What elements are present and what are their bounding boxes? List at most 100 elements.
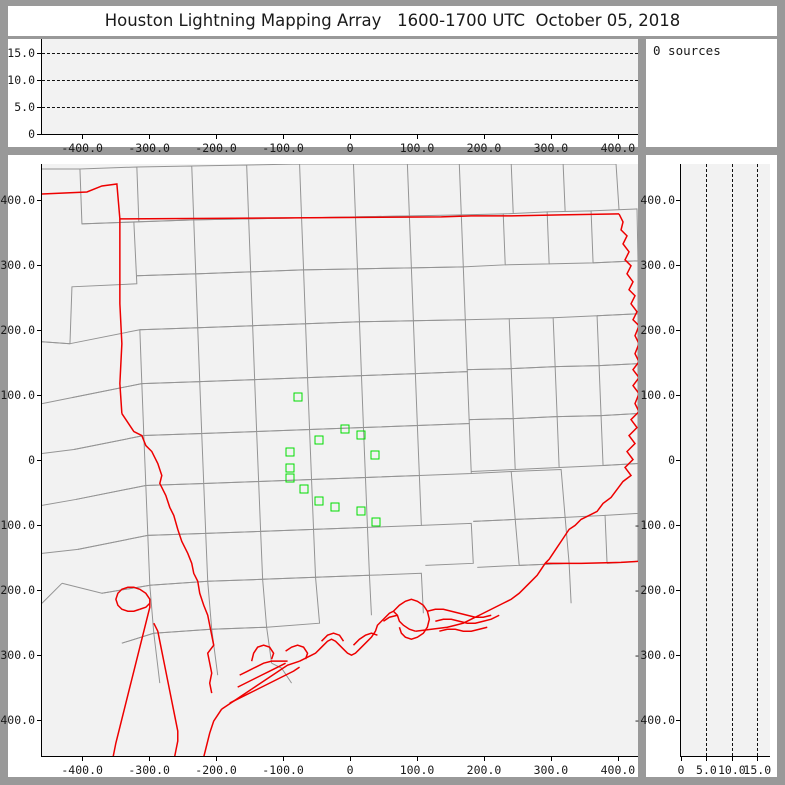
- ytick-label-300: 300.0: [0, 257, 35, 272]
- xtick-m100: [283, 134, 285, 139]
- rxtick-10: [731, 756, 733, 761]
- rxtick-0: [681, 756, 682, 761]
- rytick-label-zero: 0: [668, 453, 675, 467]
- ytick-label-15: 15.0: [7, 45, 35, 60]
- map-xtick-m100: [283, 756, 285, 761]
- rxtick-label-10: 10.0: [717, 763, 746, 777]
- lma-station-marker: [356, 506, 366, 516]
- map-xtick-label-m100: -100.0: [262, 763, 304, 777]
- ytick-100: [37, 394, 42, 396]
- lma-station-marker: [340, 424, 350, 434]
- rxtick-label-5: 5.0: [696, 763, 717, 777]
- lma-station-marker: [285, 473, 295, 483]
- source-count-panel: 0 sources: [646, 39, 777, 147]
- map-xtick-label-400: 400.0: [600, 763, 636, 777]
- ytick-label-m400: -400.0: [0, 713, 35, 728]
- ytick-label-0: 0: [28, 127, 35, 141]
- ytick-m200: [37, 590, 42, 592]
- map-xtick-label-m300: -300.0: [128, 763, 170, 777]
- lma-station-marker: [285, 463, 295, 473]
- ytick-label-m300: -300.0: [0, 648, 35, 663]
- map-xtick-400: [617, 756, 619, 761]
- xtick-label-300: 300.0: [533, 141, 569, 155]
- xtick-label-m400: -400.0: [61, 141, 103, 155]
- ytick-m300: [37, 655, 42, 657]
- altitude-vs-east-west-axes: 0 5.0 10.0 15.0 -400.0 -300.0 -200.0 -10…: [7, 39, 638, 155]
- ytick-200: [37, 329, 42, 331]
- gridline-ralt-15: [757, 164, 759, 756]
- map-xtick-label-m200: -200.0: [195, 763, 237, 777]
- xtick-label-100: 100.0: [399, 141, 435, 155]
- xtick-label-m100: -100.0: [262, 141, 304, 155]
- rytick-label-400: 400.0: [640, 192, 675, 207]
- ytick-label-400: 400.0: [0, 192, 35, 207]
- rytick-label-m400: -400.0: [633, 713, 675, 728]
- rytick-m200: [676, 590, 681, 592]
- rxtick-15: [757, 756, 759, 761]
- xtick-300: [550, 134, 552, 139]
- county-borders: [42, 164, 638, 684]
- gridline-alt-15: [42, 52, 638, 54]
- gridline-alt-5: [42, 106, 638, 108]
- lma-station-marker: [330, 502, 340, 512]
- map-xtick-100: [417, 756, 418, 761]
- map-xtick-300: [550, 756, 552, 761]
- map-xtick-200: [483, 756, 485, 761]
- xtick-m300: [149, 134, 151, 139]
- xtick-400: [617, 134, 619, 139]
- ytick-5: [37, 106, 42, 108]
- ytick-0: [37, 134, 42, 135]
- rytick-300: [676, 264, 681, 266]
- map-xtick-label-m400: -400.0: [61, 763, 103, 777]
- rytick-label-200: 200.0: [640, 322, 675, 337]
- xtick-m200: [216, 134, 218, 139]
- ytick-m400: [37, 720, 42, 722]
- gridline-ralt-10: [731, 164, 733, 756]
- rytick-label-300: 300.0: [640, 257, 675, 272]
- rxtick-label-15: 15.0: [743, 763, 772, 777]
- map-xtick-m300: [149, 756, 151, 761]
- lma-station-marker: [370, 450, 380, 460]
- lma-station-marker: [293, 392, 303, 402]
- rytick-100: [676, 394, 681, 396]
- ytick-10: [37, 79, 42, 81]
- rytick-label-100: 100.0: [640, 387, 675, 402]
- ytick-label-m200: -200.0: [0, 583, 35, 598]
- ytick-15: [37, 52, 42, 54]
- lma-station-marker: [285, 447, 295, 457]
- ytick-400: [37, 199, 42, 201]
- xtick-label-200: 200.0: [466, 141, 502, 155]
- lma-station-marker: [314, 496, 324, 506]
- rxtick-label-0: 0: [677, 763, 685, 777]
- lma-station-marker: [314, 435, 324, 445]
- rytick-m100: [676, 525, 681, 527]
- lma-station-marker: [356, 430, 366, 440]
- rytick-label-m100: -100.0: [633, 518, 675, 533]
- ytick-zero: [37, 460, 42, 461]
- map-xtick-label-100: 100.0: [399, 763, 435, 777]
- source-count-label: 0 sources: [653, 43, 721, 58]
- map-xtick-0: [350, 756, 352, 761]
- title-bar: Houston Lightning Mapping Array 1600-170…: [8, 6, 777, 36]
- map-xtick-label-200: 200.0: [466, 763, 502, 777]
- ytick-m100: [37, 525, 42, 527]
- map-xtick-m400: [82, 756, 84, 761]
- ytick-label-200: 200.0: [0, 322, 35, 337]
- ytick-label-m100: -100.0: [0, 518, 35, 533]
- map-xtick-m200: [216, 756, 218, 761]
- map-xtick-label-0: 0: [346, 763, 354, 777]
- xtick-label-m200: -200.0: [195, 141, 237, 155]
- xtick-200: [483, 134, 485, 139]
- xtick-0: [350, 134, 352, 139]
- ytick-label-zero: 0: [28, 453, 35, 467]
- xtick-label-400: 400.0: [600, 141, 636, 155]
- ytick-300: [37, 264, 42, 266]
- rytick-label-m200: -200.0: [633, 583, 675, 598]
- page-title: Houston Lightning Mapping Array 1600-170…: [104, 11, 681, 30]
- plan-view-map-axes: 400.0 300.0 200.0 100.0 0 -100.0 -200.0 …: [0, 164, 638, 777]
- xtick-m400: [82, 134, 84, 139]
- rytick-zero: [676, 460, 681, 461]
- ytick-label-10: 10.0: [7, 72, 35, 87]
- lma-station-marker: [299, 484, 309, 494]
